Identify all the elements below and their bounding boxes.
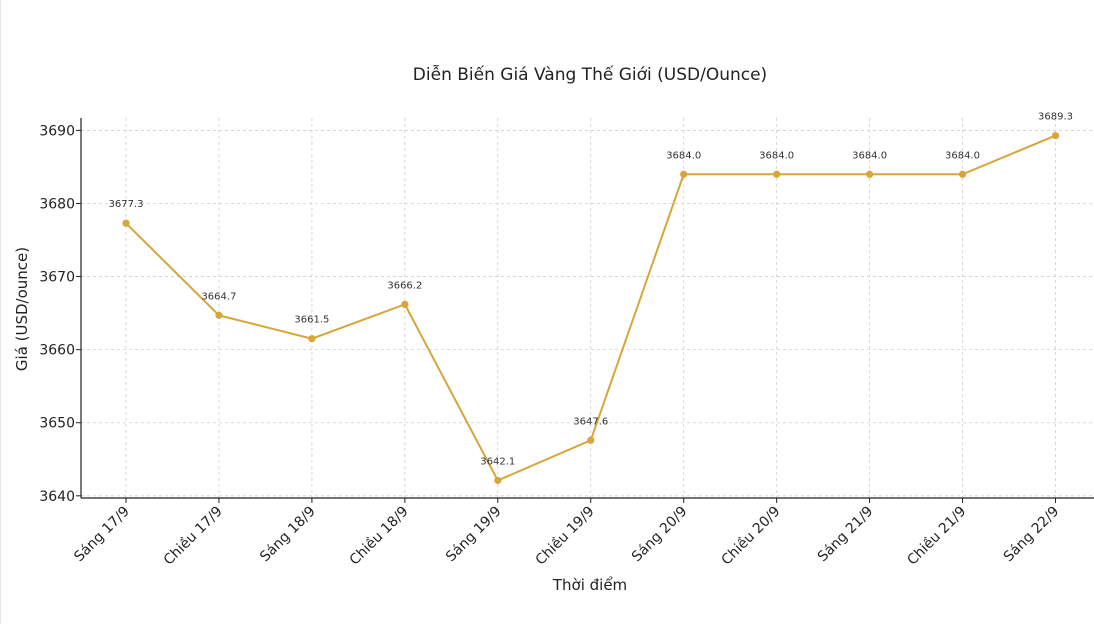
data-point — [866, 170, 874, 178]
data-point — [680, 170, 688, 178]
data-label: 3684.0 — [666, 150, 701, 161]
data-label: 3677.3 — [109, 199, 144, 210]
grid — [81, 118, 1094, 498]
data-label: 3684.0 — [852, 150, 887, 161]
data-label: 3666.2 — [387, 280, 422, 291]
y-tick-label: 3660 — [39, 343, 75, 359]
y-tick-label: 3680 — [39, 197, 75, 213]
x-tick-label: Sáng 20/9 — [629, 504, 691, 566]
x-axis-label: Thời điểm — [552, 576, 627, 594]
chart-title: Diễn Biến Giá Vàng Thế Giới (USD/Ounce) — [413, 64, 767, 85]
x-tick-label: Sáng 22/9 — [1001, 504, 1063, 566]
data-label: 3689.3 — [1038, 112, 1073, 123]
x-tick-label: Chiều 21/9 — [904, 503, 970, 569]
data-point — [308, 335, 316, 343]
data-label: 3684.0 — [945, 150, 980, 161]
data-labels: 3677.3 3664.7 3661.5 3666.2 3642.1 3647.6 3684… — [109, 112, 1074, 468]
series-line — [125, 134, 1056, 482]
x-tick-label: Chiều 19/9 — [532, 503, 598, 569]
data-label: 3647.6 — [573, 416, 608, 427]
x-ticks: Sáng 17/9 Chiều 17/9 Sáng 18/9 Chiều 18/9 Sá… — [71, 498, 1062, 569]
data-point — [1051, 131, 1060, 140]
data-point — [494, 476, 502, 485]
data-label: 3664.7 — [201, 291, 236, 302]
data-label: 3642.1 — [480, 456, 515, 467]
x-tick-label: Chiều 17/9 — [160, 503, 226, 569]
series — [122, 131, 1060, 485]
data-point — [587, 436, 595, 444]
data-point — [215, 311, 223, 319]
x-tick-label: Sáng 18/9 — [257, 504, 319, 566]
x-tick-label: Sáng 17/9 — [71, 504, 133, 566]
data-label: 3684.0 — [759, 150, 794, 161]
data-point — [773, 170, 781, 178]
y-tick-label: 3690 — [39, 123, 75, 139]
y-tick-label: 3670 — [39, 270, 75, 286]
data-point — [122, 219, 130, 227]
x-tick-label: Chiều 18/9 — [346, 503, 412, 569]
axes — [80, 118, 1094, 499]
y-axis-label: Giá (USD/ounce) — [13, 247, 31, 371]
y-tick-label: 3640 — [39, 489, 75, 505]
data-point — [958, 170, 967, 178]
y-ticks: 3640 3650 3660 3670 3680 3690 — [39, 123, 81, 505]
data-label: 3661.5 — [294, 315, 329, 326]
x-tick-label: Sáng 19/9 — [443, 504, 505, 566]
x-tick-label: Sáng 21/9 — [815, 504, 877, 566]
y-tick-label: 3650 — [39, 416, 75, 432]
data-point — [401, 300, 409, 308]
x-tick-label: Chiều 20/9 — [718, 503, 784, 569]
